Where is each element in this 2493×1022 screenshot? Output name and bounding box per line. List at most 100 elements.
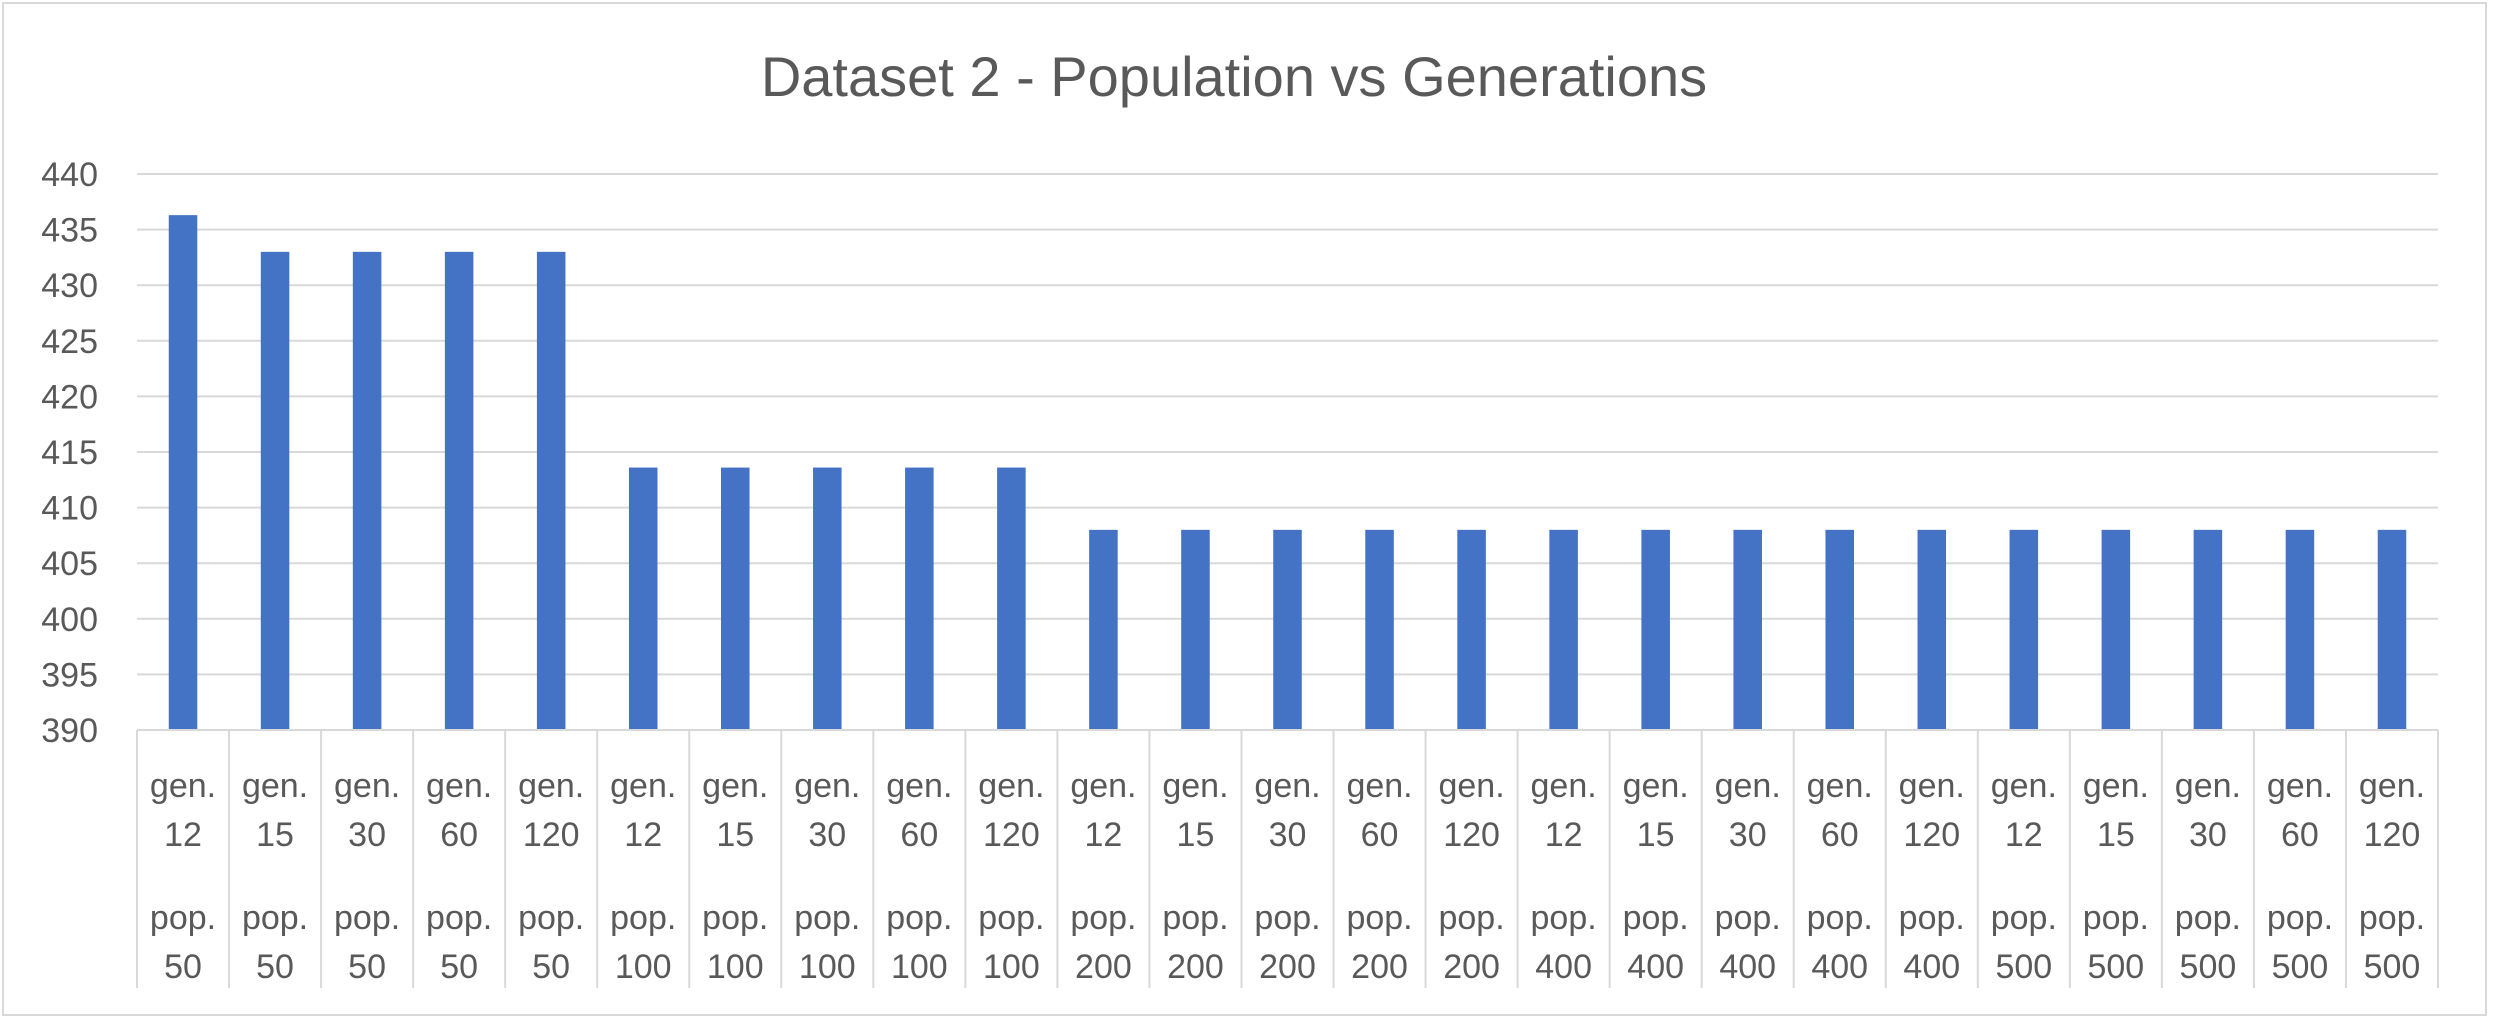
- x-tick-label: 50: [256, 948, 294, 986]
- x-tick-label: pop.: [2083, 899, 2149, 937]
- y-axis-ticks: 390 395 400 405 410 415 420 425 430 435 440: [41, 156, 98, 750]
- bar: [168, 215, 198, 731]
- x-tick-label: gen.: [2083, 767, 2149, 805]
- x-tick-label: gen.: [886, 767, 952, 805]
- x-tick-label: 100: [615, 948, 672, 986]
- x-tick-label: 500: [2180, 948, 2237, 986]
- x-tick-label: 30: [2189, 816, 2227, 854]
- x-tick-label: 500: [2364, 948, 2421, 986]
- x-tick-label: 200: [1443, 948, 1500, 986]
- x-tick-label: 100: [707, 948, 764, 986]
- x-axis: gen. 12 pop. 50 gen. 15 pop. 50 gen. 30 pop. 50 gen.…: [136, 729, 2439, 988]
- x-tick-label: gen.: [1070, 767, 1136, 805]
- x-tick-label: pop.: [1162, 899, 1228, 937]
- bar: [1273, 529, 1302, 730]
- x-tick-label: 60: [1361, 816, 1399, 854]
- y-tick-label: 390: [41, 712, 98, 750]
- x-tick-label: gen.: [1346, 767, 1412, 805]
- x-tick-label: 400: [1903, 948, 1960, 986]
- x-tick-label: pop.: [794, 899, 860, 937]
- x-tick-label: pop.: [1715, 899, 1781, 937]
- x-tick-label: 50: [164, 948, 202, 986]
- bar: [536, 251, 566, 730]
- x-tick-label: 30: [1729, 816, 1767, 854]
- x-tick-label: pop.: [2359, 899, 2425, 937]
- x-tick-label: pop.: [1807, 899, 1873, 937]
- bar: [444, 251, 474, 730]
- bar: [260, 251, 290, 730]
- x-tick-label: 15: [716, 816, 754, 854]
- x-tick-label: gen.: [2175, 767, 2241, 805]
- bar: [1825, 529, 1855, 730]
- x-tick-label: gen.: [518, 767, 584, 805]
- bar: [1089, 529, 1118, 730]
- x-tick-label: 12: [2005, 816, 2043, 854]
- x-tick-label: gen.: [1807, 767, 1873, 805]
- bar: [2101, 529, 2131, 730]
- bar: [905, 467, 934, 730]
- x-tick-label: 100: [799, 948, 856, 986]
- x-tick-label: gen.: [150, 767, 216, 805]
- x-tick-label: gen.: [978, 767, 1044, 805]
- x-tick-label: 200: [1167, 948, 1224, 986]
- x-tick-label: 200: [1259, 948, 1316, 986]
- y-tick-label: 420: [41, 378, 98, 416]
- x-tick-label: 120: [523, 816, 580, 854]
- x-tick-label: pop.: [1531, 899, 1597, 937]
- x-tick-label: 12: [624, 816, 662, 854]
- x-tick-label: 50: [532, 948, 570, 986]
- bar: [1365, 529, 1394, 730]
- x-tick-label: gen.: [2359, 767, 2425, 805]
- x-tick-label: pop.: [242, 899, 308, 937]
- x-tick-label: gen.: [1899, 767, 1965, 805]
- gridlines: [137, 173, 2438, 676]
- x-tick-label: gen.: [426, 767, 492, 805]
- bars: [168, 215, 2407, 731]
- x-tick-label: pop.: [426, 899, 492, 937]
- x-tick-label: 60: [1821, 816, 1859, 854]
- y-tick-label: 435: [41, 212, 98, 250]
- x-tick-label: pop.: [702, 899, 768, 937]
- x-tick-label: 30: [1269, 816, 1307, 854]
- bar: [997, 467, 1026, 730]
- x-tick-label: pop.: [1070, 899, 1136, 937]
- x-tick-label: pop.: [1346, 899, 1412, 937]
- x-tick-label: 200: [1075, 948, 1132, 986]
- x-tick-label: gen.: [1254, 767, 1320, 805]
- x-tick-label: 60: [440, 816, 478, 854]
- x-tick-label: 100: [983, 948, 1040, 986]
- bar: [1549, 529, 1578, 730]
- x-tick-label: gen.: [1623, 767, 1689, 805]
- chart-title: Dataset 2 - Population vs Generations: [761, 45, 1707, 108]
- x-tick-label: 50: [348, 948, 386, 986]
- bar: [352, 251, 382, 730]
- y-tick-label: 395: [41, 656, 98, 694]
- x-tick-label: pop.: [1991, 899, 2057, 937]
- x-tick-label: gen.: [2267, 767, 2333, 805]
- x-tick-label: pop.: [978, 899, 1044, 937]
- y-tick-label: 415: [41, 434, 98, 472]
- bar: [628, 467, 658, 730]
- x-tick-label: 12: [1085, 816, 1123, 854]
- x-tick-label: 50: [440, 948, 478, 986]
- x-tick-label: 120: [1443, 816, 1500, 854]
- x-tick-label: 400: [1535, 948, 1592, 986]
- x-tick-label: 120: [1903, 816, 1960, 854]
- x-tick-label: 400: [1719, 948, 1776, 986]
- x-tick-label: 200: [1351, 948, 1408, 986]
- x-tick-label: pop.: [150, 899, 216, 937]
- x-tick-label: 400: [1627, 948, 1684, 986]
- y-tick-label: 440: [41, 156, 98, 194]
- y-tick-label: 400: [41, 601, 98, 639]
- y-tick-label: 405: [41, 545, 98, 583]
- x-tick-label: pop.: [1254, 899, 1320, 937]
- x-tick-label: pop.: [2175, 899, 2241, 937]
- x-tick-label: pop.: [1623, 899, 1689, 937]
- x-tick-label: 500: [1995, 948, 2052, 986]
- x-tick-label: gen.: [1438, 767, 1504, 805]
- bar: [1181, 529, 1210, 730]
- x-tick-label: gen.: [702, 767, 768, 805]
- bar: [813, 467, 842, 730]
- bar: [1457, 529, 1486, 730]
